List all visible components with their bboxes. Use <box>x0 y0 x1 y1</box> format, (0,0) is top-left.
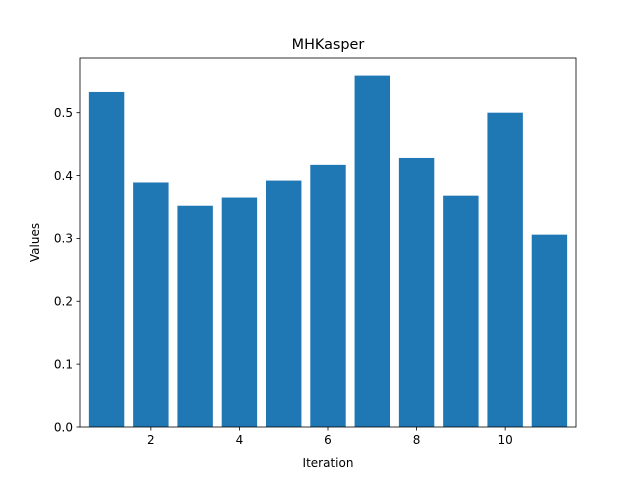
y-tick-label: 0.1 <box>54 357 73 371</box>
x-tick-label: 2 <box>147 433 155 447</box>
x-axis-label: Iteration <box>303 456 354 470</box>
bar-9 <box>443 195 479 427</box>
bar-10 <box>487 112 523 428</box>
axes-frame <box>79 57 577 428</box>
bar-3 <box>177 205 213 427</box>
y-axis-ticks: 0.0 0.1 0.2 0.3 0.4 0.5 <box>54 106 80 434</box>
bar-2 <box>133 182 169 427</box>
bar-6 <box>310 164 346 427</box>
y-tick-label: 0.3 <box>54 232 73 246</box>
bar-1 <box>88 91 125 427</box>
bar-4 <box>221 197 258 427</box>
bar-8 <box>398 157 435 427</box>
y-tick-label: 0.4 <box>54 169 73 183</box>
y-tick-label: 0.0 <box>54 420 73 434</box>
bars-group <box>88 75 568 428</box>
bar-7 <box>354 75 390 427</box>
y-tick-label: 0.2 <box>54 295 73 309</box>
x-tick-label: 8 <box>413 433 421 447</box>
x-tick-label: 4 <box>236 433 244 447</box>
x-tick-label: 6 <box>324 433 332 447</box>
y-tick-label: 0.5 <box>54 106 73 120</box>
x-axis-ticks: 2 4 6 8 10 <box>147 427 513 447</box>
bar-11 <box>531 234 568 427</box>
x-tick-label: 10 <box>498 433 513 447</box>
chart-title: MHKasper <box>292 37 365 53</box>
bar-5 <box>266 180 302 427</box>
y-axis-label: Values <box>28 223 42 262</box>
